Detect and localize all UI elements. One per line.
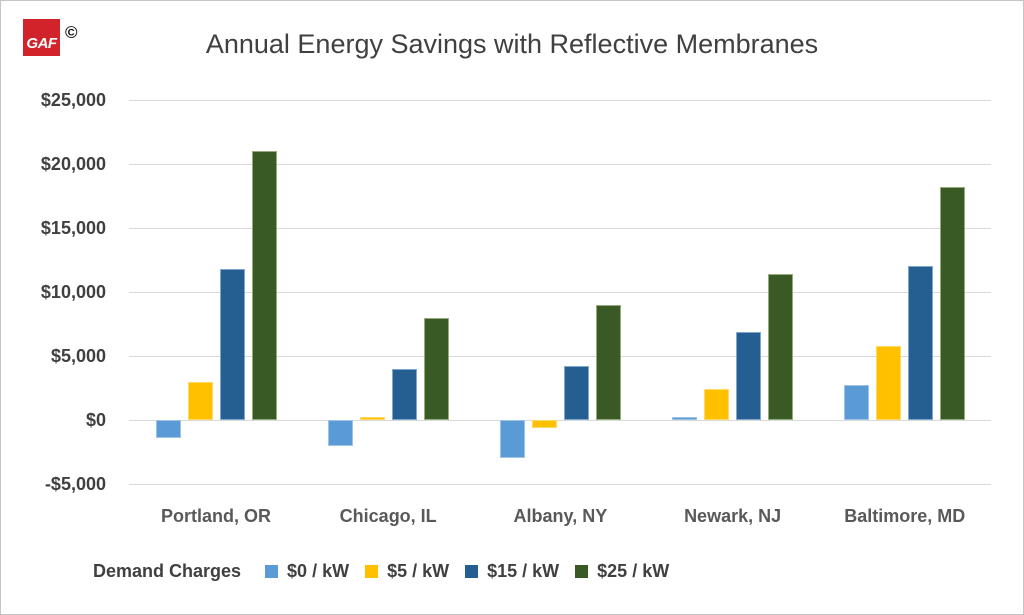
legend: Demand Charges $0 / kW $5 / kW $15 / kW $25… (93, 561, 669, 582)
bar-5-kw-albany-ny (531, 420, 557, 428)
y-axis-tick-label: $25,000 (40, 90, 106, 110)
bar-15-kw-baltimore-md (908, 266, 934, 420)
bar-25-kw-newark-nj (768, 274, 794, 420)
bar-25-kw-albany-ny (595, 304, 621, 420)
gridline (129, 227, 991, 229)
chart-title: Annual Energy Savings with Reflective Me… (205, 29, 819, 59)
bar-25-kw-baltimore-md (940, 187, 966, 420)
y-axis-tick-label: $15,000 (40, 218, 106, 238)
x-axis-label-albany-ny: Albany, NY (513, 506, 608, 526)
legend-item-15-kw: $15 / kW (465, 561, 559, 582)
gridline (129, 419, 991, 421)
bar-25-kw-portland-or (251, 151, 277, 420)
bar-0-kw-portland-or (155, 420, 181, 438)
x-axis-label-baltimore-md: Baltimore, MD (844, 506, 966, 526)
legend-item-5-kw: $5 / kW (365, 561, 449, 582)
x-axis-label-chicago-il: Chicago, IL (339, 506, 437, 526)
legend-item-0-kw: $0 / kW (265, 561, 349, 582)
bar-0-kw-baltimore-md (844, 385, 870, 420)
x-axis-label-portland-or: Portland, OR (160, 506, 271, 526)
y-axis-tick-label: $20,000 (40, 154, 106, 174)
bar-5-kw-baltimore-md (876, 345, 902, 420)
bar-5-kw-chicago-il (359, 417, 385, 420)
y-axis-tick-label: -$5,000 (44, 474, 106, 494)
legend-label: $0 / kW (287, 561, 350, 581)
y-axis-tick-label: $5,000 (50, 346, 106, 366)
legend-label: $25 / kW (597, 561, 670, 581)
bar-5-kw-newark-nj (704, 389, 730, 420)
bar-15-kw-newark-nj (736, 331, 762, 420)
x-axis-label-newark-nj: Newark, NJ (684, 506, 782, 526)
gridline (129, 355, 991, 357)
copyright-symbol: © (65, 23, 78, 42)
gridline (129, 99, 991, 101)
legend-title: Demand Charges (93, 561, 242, 581)
bar-15-kw-chicago-il (391, 368, 417, 420)
gridline (129, 291, 991, 293)
gaf-logo: GAF (23, 19, 60, 56)
legend-swatch-icon (365, 565, 379, 578)
y-axis-tick-label: $10,000 (40, 282, 106, 302)
bar-15-kw-albany-ny (563, 366, 589, 420)
bar-0-kw-chicago-il (327, 420, 353, 446)
legend-swatch-icon (575, 565, 589, 578)
bar-25-kw-chicago-il (423, 317, 449, 420)
bar-0-kw-albany-ny (499, 420, 525, 459)
gridline (129, 483, 991, 485)
y-axis-tick-label: $0 (85, 410, 106, 430)
gaf-logo-text: GAF (26, 35, 57, 52)
legend-label: $15 / kW (487, 561, 560, 581)
bar-5-kw-portland-or (187, 381, 213, 420)
legend-item-25-kw: $25 / kW (575, 561, 669, 582)
bar-15-kw-portland-or (219, 268, 245, 420)
bar-0-kw-newark-nj (672, 417, 698, 420)
legend-label: $5 / kW (387, 561, 450, 581)
gridline (129, 163, 991, 165)
legend-swatch-icon (265, 565, 279, 578)
legend-swatch-icon (465, 565, 479, 578)
